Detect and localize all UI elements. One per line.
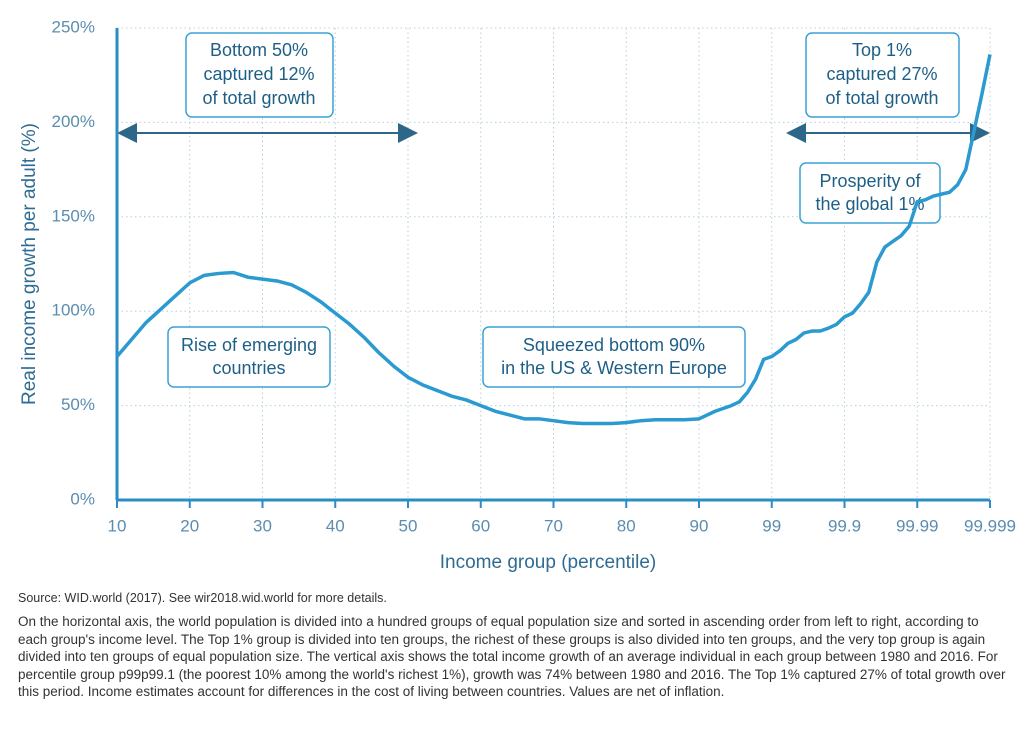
x-tick-label: 30: [253, 516, 272, 535]
annotation-text: Prosperity of: [819, 171, 921, 191]
annotation-box: [805, 32, 960, 118]
annotation-box: [185, 32, 334, 118]
x-tick-label: 10: [108, 516, 127, 535]
x-tick-label: 99.9: [828, 516, 861, 535]
annotation-box: [167, 326, 331, 388]
annotation-text: captured 12%: [203, 64, 314, 84]
x-tick-label: 99.99: [896, 516, 939, 535]
annotation-box: [482, 326, 746, 388]
x-tick-label: 99.999: [964, 516, 1016, 535]
annotation-text: Bottom 50%: [210, 40, 308, 60]
annotation-text: Squeezed bottom 90%: [523, 335, 705, 355]
y-tick-label: 150%: [52, 206, 95, 225]
annotation-text: of total growth: [825, 88, 938, 108]
annotation-text: of total growth: [202, 88, 315, 108]
annotation: Bottom 50% captured 12% of total growth: [185, 32, 334, 118]
annotation-text: countries: [212, 358, 285, 378]
x-tick-label: 60: [471, 516, 490, 535]
annotation-text: in the US & Western Europe: [501, 358, 727, 378]
annotation: Prosperity of the global 1%: [799, 162, 941, 224]
y-tick-label: 0%: [70, 489, 95, 508]
note: On the horizontal axis, the world popula…: [18, 614, 1006, 699]
annotation-text: captured 27%: [826, 64, 937, 84]
x-tick-label: 20: [180, 516, 199, 535]
x-tick-label: 90: [690, 516, 709, 535]
y-tick-label: 50%: [61, 395, 95, 414]
annotation: Squeezed bottom 90% in the US & Western …: [482, 326, 746, 388]
x-tick-label: 40: [326, 516, 345, 535]
y-tick-label: 100%: [52, 301, 95, 320]
y-tick-label: 200%: [52, 112, 95, 131]
x-axis-label: Income group (percentile): [440, 552, 657, 573]
x-tick-label: 99: [762, 516, 781, 535]
y-axis-label: Real income growth per adult (%): [19, 123, 40, 405]
annotation: Top 1% captured 27% of total growth: [805, 32, 960, 118]
y-tick-label: 250%: [52, 17, 95, 36]
chart: Bottom 50% captured 12% of total growth …: [19, 17, 1016, 573]
source: Source: WID.world (2017). See wir2018.wi…: [18, 591, 387, 605]
x-tick-label: 70: [544, 516, 563, 535]
annotation-text: Rise of emerging: [181, 335, 317, 355]
annotation-text: the global 1%: [815, 194, 924, 214]
x-tick-label: 80: [617, 516, 636, 535]
x-tick-label: 50: [399, 516, 418, 535]
data-line: [115, 54, 992, 426]
grid: [116, 27, 991, 500]
annotation-text: Top 1%: [852, 40, 912, 60]
annotation: Rise of emerging countries: [167, 326, 331, 388]
